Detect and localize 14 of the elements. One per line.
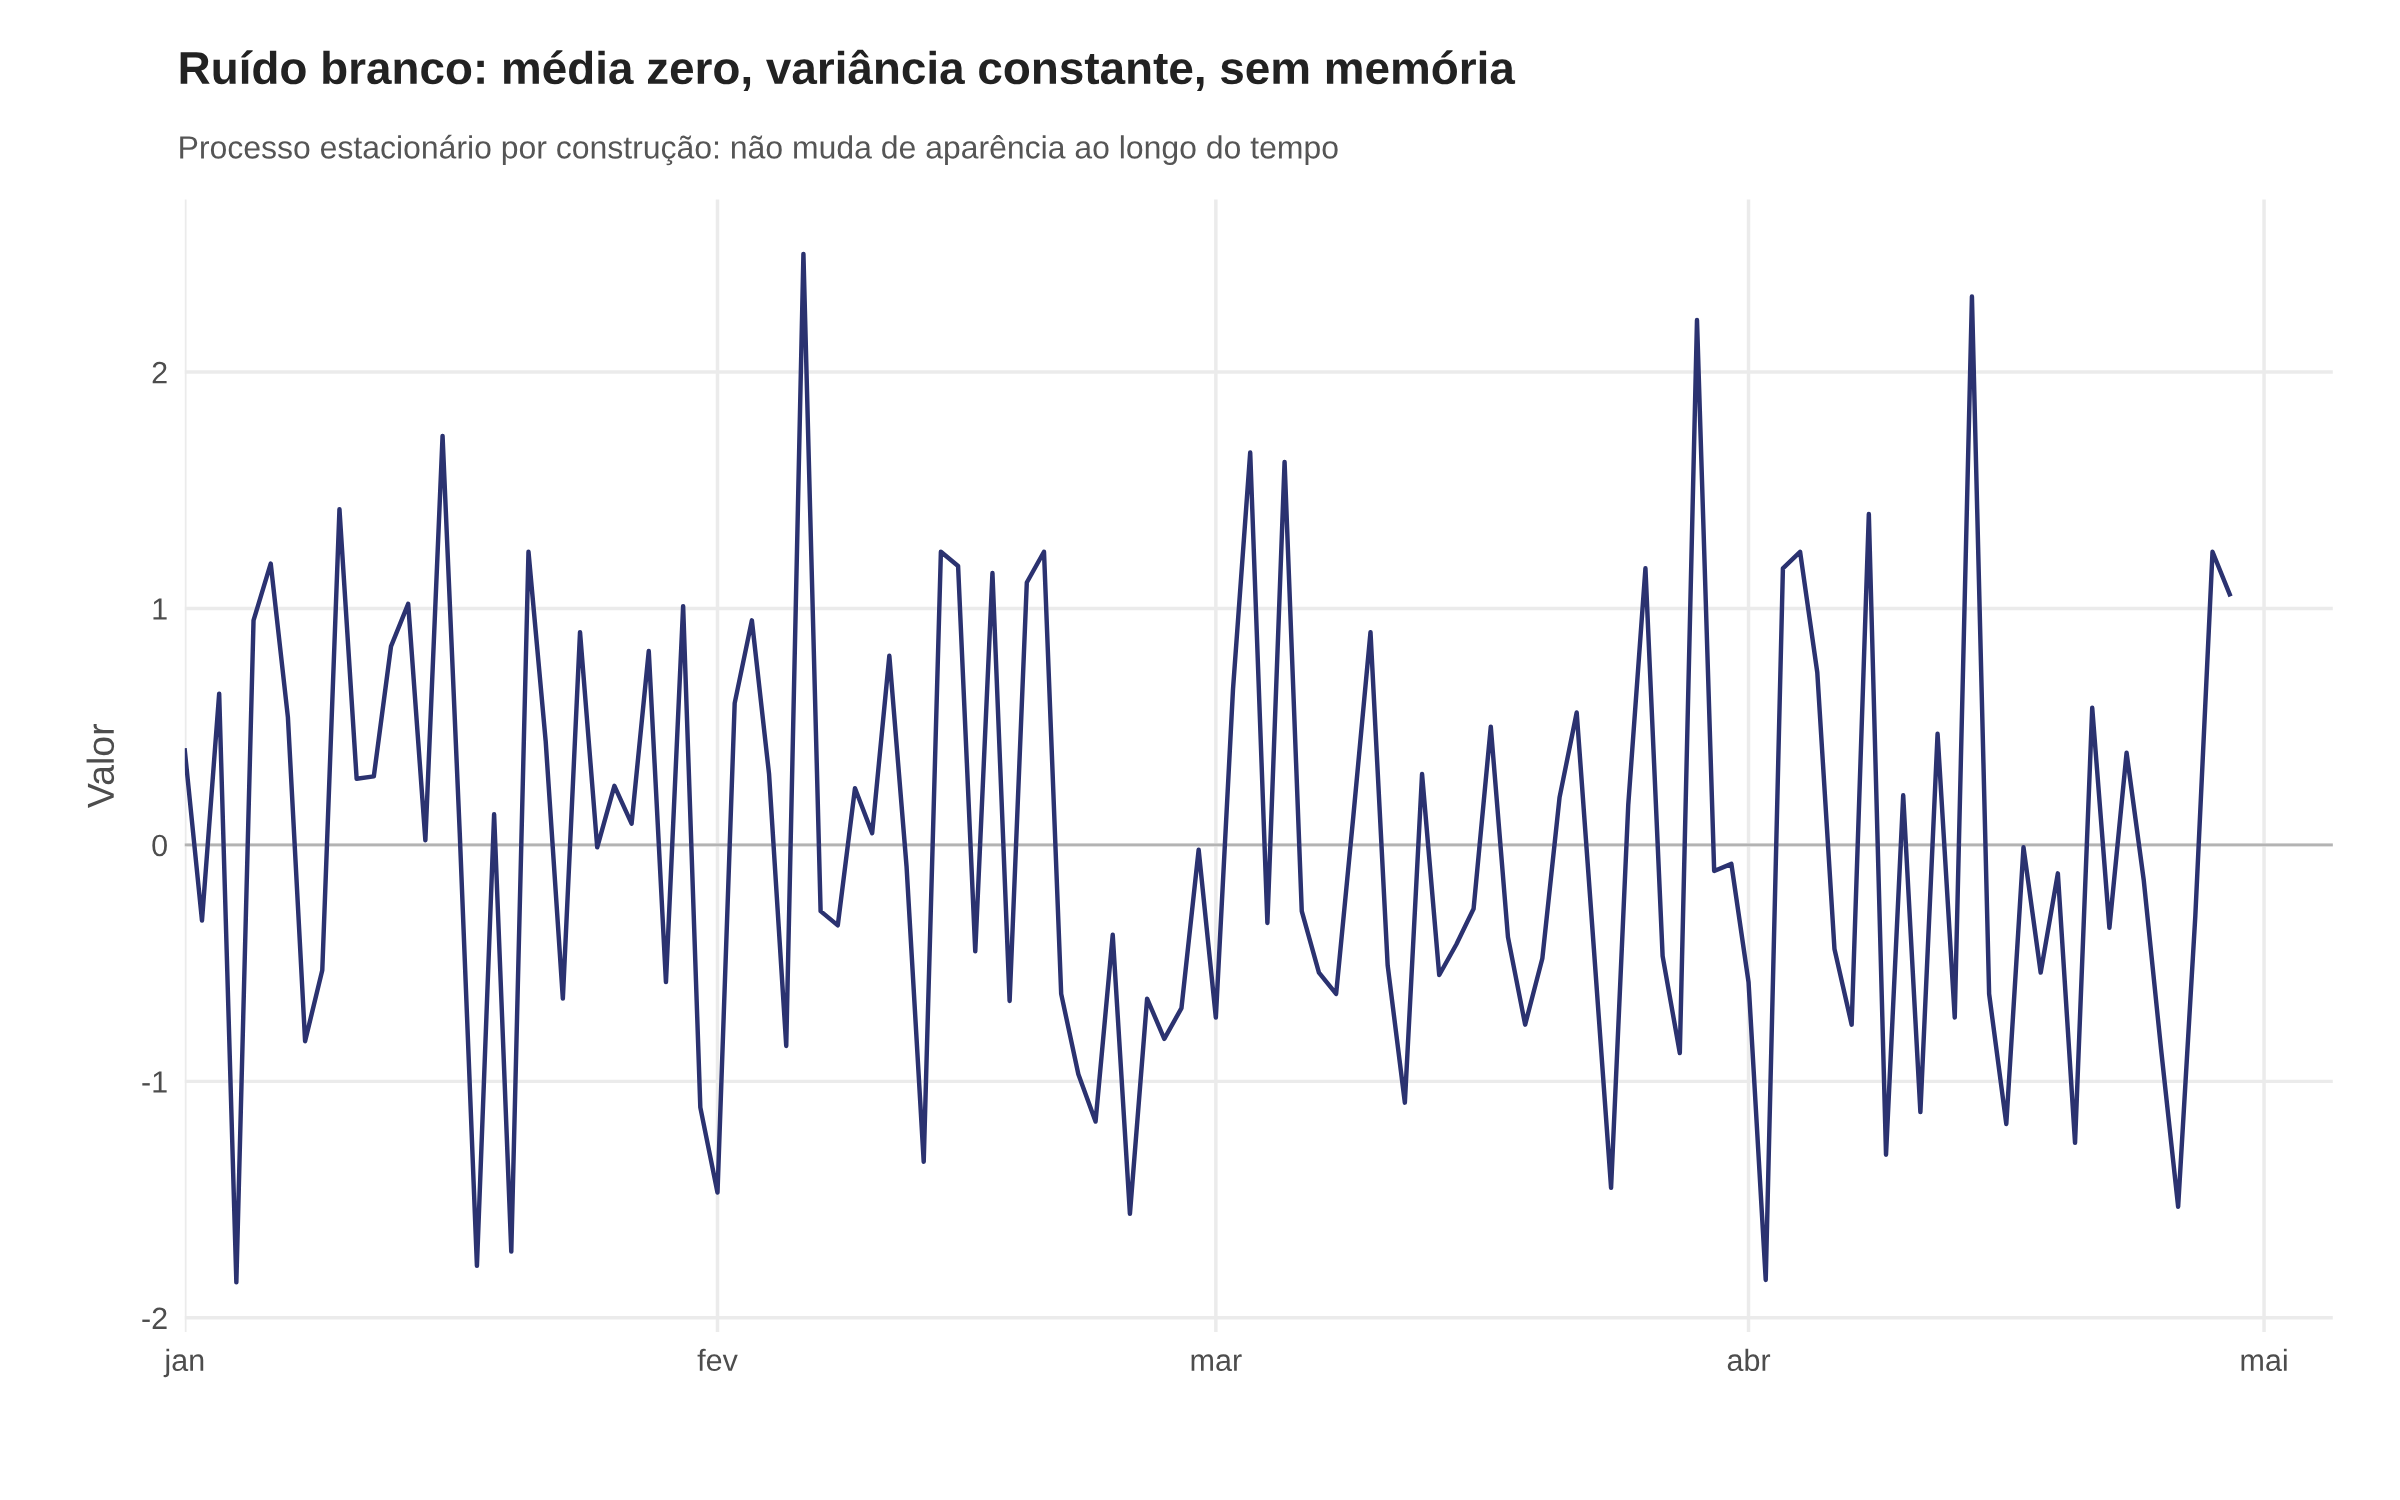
y-tick-label: 2 — [152, 361, 167, 384]
chart-title: Ruído branco: média zero, variância constante, sem memória — [180, 49, 1516, 91]
x-tick-label: mai — [2241, 1348, 2287, 1372]
x-tick-label: abr — [1727, 1348, 1771, 1372]
y-tick-label: 0 — [152, 834, 167, 857]
y-axis-title: Valor — [86, 723, 115, 808]
y-tick-label: -1 — [142, 1071, 167, 1093]
y-tick-label: 1 — [153, 598, 167, 620]
x-tick-label: fev — [697, 1348, 738, 1372]
chart-subtitle: Processo estacionário por construção: não muda de aparência ao longo do tempo — [180, 134, 1338, 166]
x-tick-label: jan — [163, 1348, 204, 1378]
y-tick-label: -2 — [142, 1307, 167, 1329]
line-series — [184, 251, 2232, 1285]
x-tick-label: mar — [1191, 1354, 1242, 1372]
